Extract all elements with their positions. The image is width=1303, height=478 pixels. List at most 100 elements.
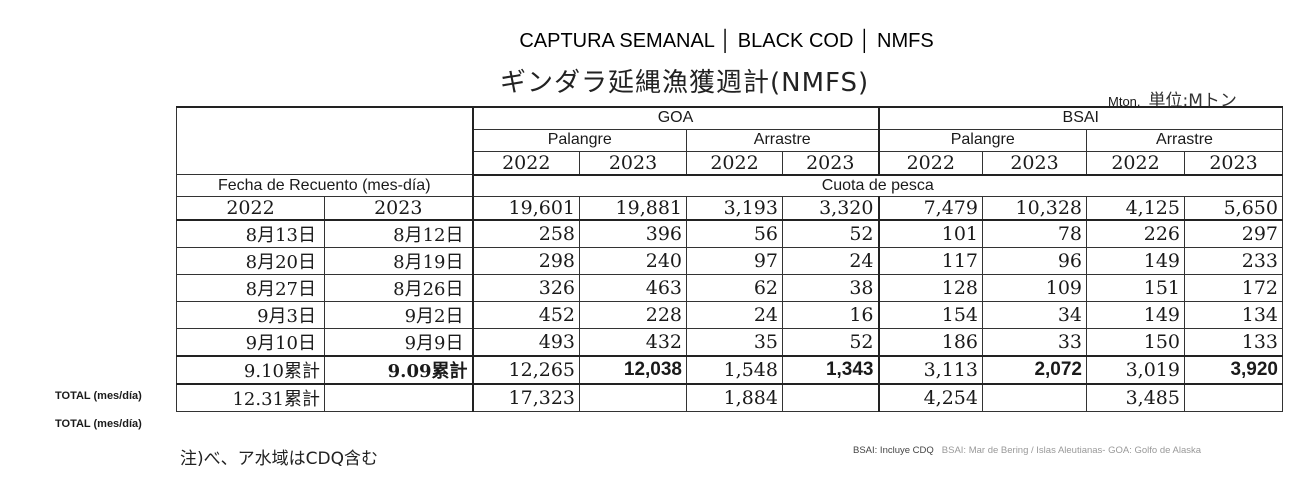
quota-cell: 3,193 xyxy=(686,196,783,221)
footnote-english: BSAI: Incluye CDQ BSAI: Mar de Bering / I… xyxy=(853,445,1201,456)
date-2022: 9月3日 xyxy=(176,301,325,329)
quota-cell: 7,479 xyxy=(878,196,983,221)
catch-cell: 16 xyxy=(782,301,880,329)
total-cell: 1,548 xyxy=(686,355,783,385)
catch-cell: 186 xyxy=(878,328,983,357)
catch-cell: 493 xyxy=(472,328,580,357)
catch-cell: 62 xyxy=(686,274,783,302)
date-year-2023: 2023 xyxy=(324,196,474,221)
date-2023: 9月9日 xyxy=(324,328,474,357)
catch-cell: 228 xyxy=(579,301,687,329)
unit-label: Mton. 単位:Mトン xyxy=(1108,86,1237,111)
catch-cell: 134 xyxy=(1184,301,1283,329)
catch-cell: 101 xyxy=(878,219,983,248)
catch-cell: 24 xyxy=(782,247,880,275)
catch-cell: 33 xyxy=(982,328,1087,357)
total-cell: 12,038 xyxy=(579,355,687,385)
region-bsai: BSAI xyxy=(878,106,1283,130)
date-2023: 8月19日 xyxy=(324,247,474,275)
date-2022: 9月10日 xyxy=(176,328,325,357)
quota-cell: 19,881 xyxy=(579,196,687,221)
date-2023: 9月2日 xyxy=(324,301,474,329)
week-row: 8月27日 8月26日 326 463 62 38 128 109 151 172 xyxy=(176,274,1283,302)
quota-cell: 19,601 xyxy=(472,196,580,221)
year-end-total-cell: 17,323 xyxy=(472,383,580,412)
catch-cell: 128 xyxy=(878,274,983,302)
week-row: 8月13日 8月12日 258 396 56 52 101 78 226 297 xyxy=(176,219,1283,248)
catch-cell: 172 xyxy=(1184,274,1283,302)
empty-cell xyxy=(324,383,474,412)
year-header: 2023 xyxy=(579,150,687,176)
week-row: 9月3日 9月2日 452 228 24 16 154 34 149 134 xyxy=(176,301,1283,329)
catch-cell: 38 xyxy=(782,274,880,302)
quota-cell: 4,125 xyxy=(1086,196,1185,221)
catch-cell: 297 xyxy=(1184,219,1283,248)
fecha-label: Fecha de Recuento (mes-día) xyxy=(176,174,474,197)
report-title: CAPTURA SEMANAL │ BLACK COD │ NMFS xyxy=(519,30,934,52)
total-row-label: TOTAL (mes/día) xyxy=(55,390,142,402)
empty-cell xyxy=(1184,383,1283,412)
year-header: 2023 xyxy=(782,150,880,176)
date-2022: 8月13日 xyxy=(176,219,325,248)
total-row-label: TOTAL (mes/día) xyxy=(55,418,142,430)
week-row: 8月20日 8月19日 298 240 97 24 117 96 149 233 xyxy=(176,247,1283,275)
catch-cell: 24 xyxy=(686,301,783,329)
catch-cell: 150 xyxy=(1086,328,1185,357)
catch-cell: 151 xyxy=(1086,274,1185,302)
catch-cell: 96 xyxy=(982,247,1087,275)
date-year-2022: 2022 xyxy=(176,196,325,221)
header-blank-cell xyxy=(176,106,474,175)
catch-cell: 240 xyxy=(579,247,687,275)
catch-cell: 432 xyxy=(579,328,687,357)
year-header: 2022 xyxy=(878,150,983,176)
empty-cell xyxy=(579,383,687,412)
catch-cell: 52 xyxy=(782,219,880,248)
date-2022: 8月27日 xyxy=(176,274,325,302)
catch-cell: 326 xyxy=(472,274,580,302)
unit-japanese: 単位:Mトン xyxy=(1148,91,1237,111)
catch-cell: 56 xyxy=(686,219,783,248)
year-header: 2022 xyxy=(472,150,580,176)
date-2023: 8月12日 xyxy=(324,219,474,248)
catch-cell: 97 xyxy=(686,247,783,275)
catch-cell: 133 xyxy=(1184,328,1283,357)
total-cell: 2,072 xyxy=(982,355,1087,385)
catch-cell: 396 xyxy=(579,219,687,248)
catch-cell: 35 xyxy=(686,328,783,357)
total-cell: 3,920 xyxy=(1184,355,1283,385)
cuota-label: Cuota de pesca xyxy=(472,174,1283,197)
total-cumulative-2022: 9.10累計 xyxy=(176,355,325,385)
catch-cell: 117 xyxy=(878,247,983,275)
year-end-total-cell: 4,254 xyxy=(878,383,983,412)
catch-cell: 78 xyxy=(982,219,1087,248)
catch-cell: 154 xyxy=(878,301,983,329)
catch-cell: 149 xyxy=(1086,247,1185,275)
year-header: 2023 xyxy=(982,150,1087,176)
date-2023: 8月26日 xyxy=(324,274,474,302)
gear-goa-palangre: Palangre xyxy=(472,128,687,152)
quota-cell: 10,328 xyxy=(982,196,1087,221)
date-2022: 8月20日 xyxy=(176,247,325,275)
footnote-regions: BSAI: Mar de Bering / Islas Aleutianas- … xyxy=(941,445,1202,456)
catch-cell: 149 xyxy=(1086,301,1185,329)
japanese-title: ギンダラ延縄漁獲週計(NMFS) xyxy=(500,68,870,98)
catch-cell: 463 xyxy=(579,274,687,302)
year-header: 2022 xyxy=(1086,150,1185,176)
catch-cell: 258 xyxy=(472,219,580,248)
unit-english: Mton. xyxy=(1108,94,1141,109)
catch-cell: 298 xyxy=(472,247,580,275)
total-cell: 3,019 xyxy=(1086,355,1185,385)
catch-cell: 226 xyxy=(1086,219,1185,248)
catch-table: GOA BSAI Palangre Arrastre Palangre Arra… xyxy=(176,106,1283,412)
year-end-total-2022: 12.31累計 xyxy=(176,383,325,412)
total-cell: 1,343 xyxy=(782,355,880,385)
footnote-japanese: 注)べ、ア水域はCDQ含む xyxy=(180,449,378,469)
week-row: 9月10日 9月9日 493 432 35 52 186 33 150 133 xyxy=(176,328,1283,357)
quota-cell: 3,320 xyxy=(782,196,880,221)
gear-bsai-arrastre: Arrastre xyxy=(1086,128,1283,152)
year-end-total-cell: 3,485 xyxy=(1086,383,1185,412)
total-cell: 3,113 xyxy=(878,355,983,385)
footnote-cdq: BSAI: Incluye CDQ xyxy=(853,445,934,456)
gear-goa-arrastre: Arrastre xyxy=(686,128,880,152)
total-cell: 12,265 xyxy=(472,355,580,385)
